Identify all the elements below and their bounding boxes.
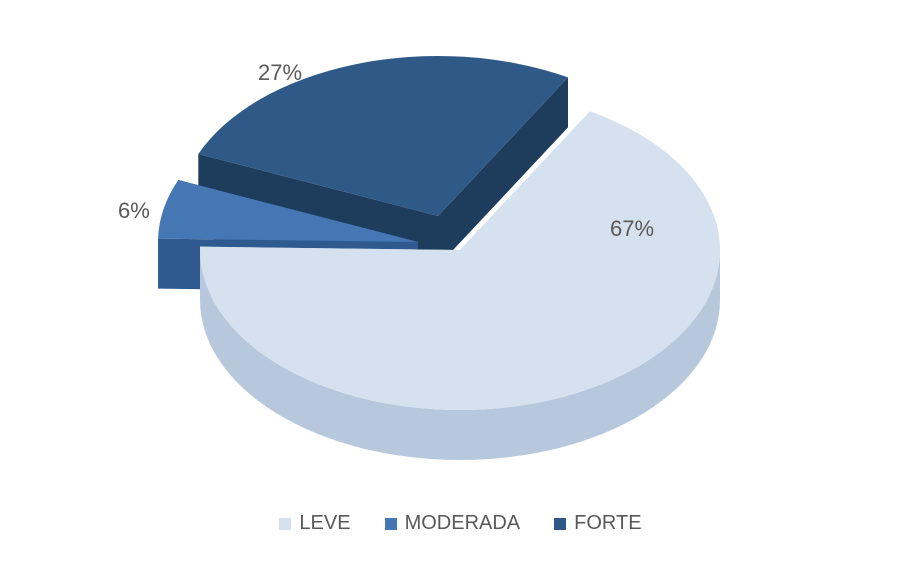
legend-label-moderada: MODERADA (405, 512, 521, 535)
slice-label-moderada: 6% (118, 198, 150, 224)
legend-swatch-forte (554, 518, 566, 530)
slice-label-forte: 27% (258, 60, 302, 86)
legend-label-forte: FORTE (574, 512, 641, 535)
legend-item-leve: LEVE (279, 512, 350, 535)
legend-label-leve: LEVE (299, 512, 350, 535)
pie-chart-3d: 27% 6% 67% LEVE MODERADA FORTE (0, 0, 921, 563)
pie-svg (0, 0, 921, 563)
legend-item-forte: FORTE (554, 512, 641, 535)
legend: LEVE MODERADA FORTE (0, 512, 921, 535)
slice-label-leve: 67% (610, 216, 654, 242)
legend-swatch-moderada (385, 518, 397, 530)
legend-swatch-leve (279, 518, 291, 530)
legend-item-moderada: MODERADA (385, 512, 521, 535)
